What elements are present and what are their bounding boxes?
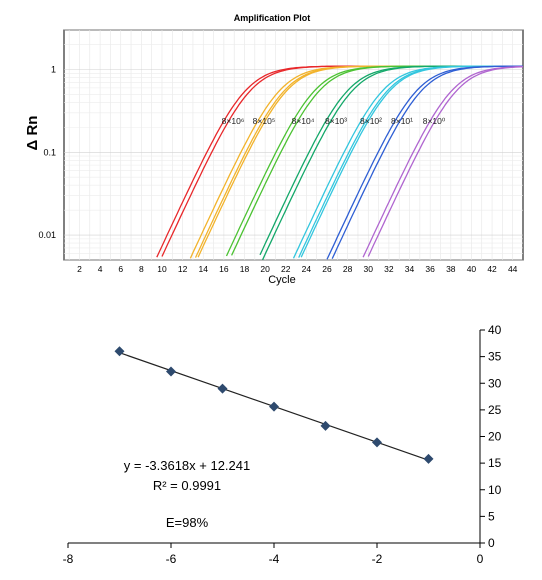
curve-label: 8×10³ [325,116,347,126]
curve-label: 8×10¹ [391,116,413,126]
amplification-plot: Amplification Plot 10.10.01 2 4 6 8 10 12 14 16… [24,13,524,286]
data-point [372,437,382,448]
x-tick-label: 8 [139,264,144,274]
x-tick-label: 26 [322,264,332,274]
x-tick-label: 40 [467,264,477,274]
amplification-y-tick-labels: 1 0.1 0.01 [38,65,56,241]
x-tick-label: 0 [477,552,484,566]
x-tick-label: 20 [260,264,270,274]
amplification-y-axis-label: Δ Rn [24,116,41,151]
x-tick-label: 28 [343,264,353,274]
y-tick-label: 40 [488,323,502,337]
amplification-curve [331,65,523,259]
data-point [217,383,228,394]
x-tick-label: 38 [446,264,456,274]
y-tick-label: 30 [488,376,502,390]
amplification-curve [367,66,524,257]
r-squared-value: R² = 0.9991 [153,478,221,493]
standard-curve-y-tick-labels: 0 5 10 15 20 25 30 35 40 [488,323,502,550]
y-tick-label: 20 [488,430,502,444]
x-tick-label: 14 [199,264,209,274]
curve-label: 8×10⁴ [292,116,315,126]
y-tick-label: 0 [488,536,495,550]
standard-curve-x-tick-labels: -8 -6 -4 -2 0 [63,552,484,566]
x-tick-label: 18 [240,264,250,274]
x-tick-label: 24 [302,264,312,274]
x-tick-label: 30 [364,264,374,274]
x-tick-label: 36 [425,264,435,274]
y-tick-label: 5 [488,509,495,523]
x-tick-label: 32 [384,264,394,274]
amplification-plot-frame [63,29,524,261]
x-tick-label: 16 [219,264,229,274]
curve-label: 8×10² [360,116,382,126]
curve-label: 8×10⁰ [423,116,446,126]
amplification-x-tick-labels: 2 4 6 8 10 12 14 16 18 20 22 24 26 28 30 32 34 36 38 40 42 44 [77,264,518,274]
y-tick-label: 0.1 [43,147,56,157]
efficiency-value: E=98% [166,515,209,530]
y-tick-label: 35 [488,350,502,364]
x-tick-label: 2 [77,264,82,274]
standard-curve-points [114,346,434,464]
x-tick-label: 12 [178,264,188,274]
amplification-plot-title: Amplification Plot [234,13,311,23]
curve-label: 8×10⁵ [253,116,276,126]
curve-label: 8×10⁶ [222,116,245,126]
data-point [320,420,331,431]
amplification-curve-labels: 8×10⁶ 8×10⁵ 8×10⁴ 8×10³ 8×10² 8×10¹ 8×10⁰ [222,116,446,126]
x-tick-label: 44 [508,264,518,274]
x-tick-label: -6 [166,552,177,566]
y-tick-label: 1 [51,65,56,75]
amplification-grid [64,29,523,261]
standard-curve-plot: 0 5 10 15 20 25 30 35 40 -8 -6 -4 -2 0 y = -3.3618x … [63,323,502,566]
y-tick-label: 10 [488,483,502,497]
x-tick-label: -8 [63,552,74,566]
amplification-curves [156,65,524,261]
y-tick-label: 0.01 [38,230,56,240]
y-tick-label: 15 [488,456,502,470]
x-tick-label: -2 [372,552,383,566]
data-point [423,453,434,464]
x-tick-label: 42 [487,264,497,274]
x-tick-label: -4 [269,552,280,566]
amplification-curve [362,65,523,258]
regression-equation: y = -3.3618x + 12.241 [124,458,250,473]
y-tick-label: 25 [488,403,502,417]
x-tick-label: 4 [98,264,103,274]
x-tick-label: 6 [118,264,123,274]
x-tick-label: 10 [157,264,167,274]
x-tick-label: 22 [281,264,291,274]
x-tick-label: 34 [405,264,415,274]
amplification-x-axis-label: Cycle [268,274,296,286]
data-point [114,346,125,357]
data-point [269,401,279,412]
standard-curve-axes [67,329,485,548]
data-point [166,366,176,377]
